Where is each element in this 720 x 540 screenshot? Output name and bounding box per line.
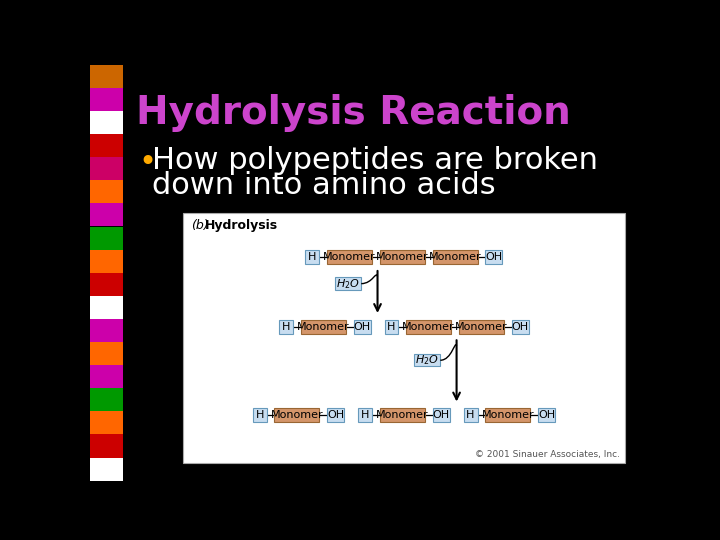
Bar bbox=[305, 251, 320, 264]
Bar bbox=[274, 408, 320, 422]
Bar bbox=[380, 251, 425, 264]
Text: Monomer: Monomer bbox=[402, 322, 455, 332]
Bar bbox=[253, 408, 266, 422]
Text: $H_2O$: $H_2O$ bbox=[336, 276, 360, 291]
Bar bbox=[90, 134, 122, 157]
Bar bbox=[90, 296, 122, 319]
Bar bbox=[406, 320, 451, 334]
Bar bbox=[90, 226, 122, 249]
Bar bbox=[327, 408, 344, 422]
Bar bbox=[384, 320, 398, 334]
Bar bbox=[90, 88, 122, 111]
Bar bbox=[90, 273, 122, 296]
Text: H: H bbox=[467, 410, 474, 420]
Bar bbox=[90, 180, 122, 204]
Bar bbox=[485, 408, 530, 422]
Text: Monomer: Monomer bbox=[297, 322, 350, 332]
Bar bbox=[90, 111, 122, 134]
Bar bbox=[90, 249, 122, 273]
Text: Monomer: Monomer bbox=[428, 252, 482, 262]
Bar bbox=[414, 354, 441, 367]
Bar bbox=[380, 408, 425, 422]
Bar bbox=[90, 342, 122, 365]
Bar bbox=[433, 251, 477, 264]
Bar bbox=[512, 320, 528, 334]
Bar bbox=[538, 408, 555, 422]
Bar bbox=[90, 388, 122, 411]
Bar bbox=[301, 320, 346, 334]
Text: © 2001 Sinauer Associates, Inc.: © 2001 Sinauer Associates, Inc. bbox=[475, 450, 620, 459]
Bar bbox=[183, 213, 625, 463]
Text: down into amino acids: down into amino acids bbox=[152, 171, 495, 200]
Bar bbox=[327, 251, 372, 264]
Text: Monomer: Monomer bbox=[376, 252, 428, 262]
Bar bbox=[90, 365, 122, 388]
Text: Monomer: Monomer bbox=[482, 410, 534, 420]
Text: (b): (b) bbox=[191, 219, 208, 232]
Text: H: H bbox=[256, 410, 264, 420]
Text: H: H bbox=[387, 322, 396, 332]
Text: OH: OH bbox=[485, 252, 503, 262]
Bar bbox=[90, 65, 122, 88]
Bar bbox=[433, 408, 449, 422]
Text: •: • bbox=[138, 148, 156, 177]
Bar bbox=[90, 411, 122, 434]
Text: Hydrolysis: Hydrolysis bbox=[204, 219, 278, 232]
Text: Monomer: Monomer bbox=[323, 252, 376, 262]
Text: OH: OH bbox=[327, 410, 344, 420]
Text: $H_2O$: $H_2O$ bbox=[415, 353, 439, 367]
Text: H: H bbox=[308, 252, 317, 262]
Bar bbox=[335, 278, 361, 290]
Bar bbox=[459, 320, 504, 334]
Bar bbox=[90, 157, 122, 180]
Bar bbox=[279, 320, 293, 334]
Bar bbox=[90, 434, 122, 457]
Text: H: H bbox=[361, 410, 369, 420]
Text: Monomer: Monomer bbox=[376, 410, 428, 420]
Text: Monomer: Monomer bbox=[455, 322, 508, 332]
Bar bbox=[358, 408, 372, 422]
Text: Monomer: Monomer bbox=[271, 410, 323, 420]
Text: OH: OH bbox=[538, 410, 555, 420]
Text: How polypeptides are broken: How polypeptides are broken bbox=[152, 146, 598, 176]
Text: OH: OH bbox=[433, 410, 449, 420]
Bar bbox=[485, 251, 503, 264]
Bar bbox=[90, 204, 122, 226]
Bar bbox=[354, 320, 371, 334]
Bar bbox=[464, 408, 477, 422]
Text: H: H bbox=[282, 322, 290, 332]
Text: Hydrolysis Reaction: Hydrolysis Reaction bbox=[137, 94, 571, 132]
Text: OH: OH bbox=[354, 322, 371, 332]
Text: OH: OH bbox=[512, 322, 528, 332]
Bar bbox=[90, 457, 122, 481]
Bar bbox=[90, 319, 122, 342]
